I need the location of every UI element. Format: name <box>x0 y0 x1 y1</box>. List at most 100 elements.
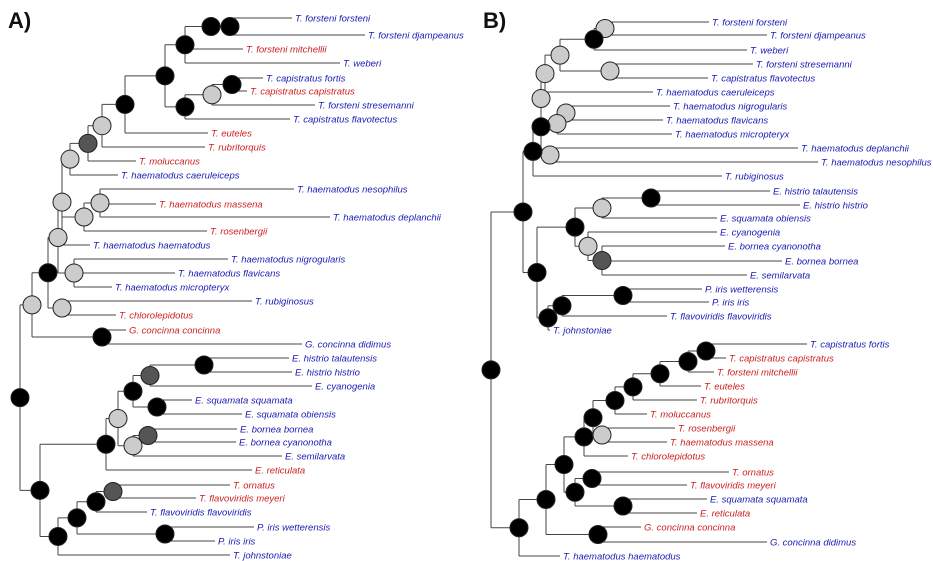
support-node <box>86 492 106 512</box>
support-node <box>613 496 633 516</box>
support-node <box>147 397 167 417</box>
tip-label: E. semilarvata <box>750 271 810 282</box>
support-node <box>650 364 670 384</box>
support-node <box>60 149 80 169</box>
support-node <box>175 35 195 55</box>
support-node <box>22 295 42 315</box>
tip-label: T. capistratus flavotectus <box>711 74 815 85</box>
support-node <box>78 133 98 153</box>
support-node <box>550 45 570 65</box>
support-node <box>96 434 116 454</box>
tip-label: E. bornea bornea <box>785 257 858 268</box>
support-node <box>540 145 560 165</box>
support-node <box>10 388 30 408</box>
tip-label: T. haematodus nesophilus <box>297 185 408 196</box>
support-node <box>588 525 608 544</box>
tip-label: E. histrio histrio <box>803 201 868 212</box>
support-node <box>194 355 214 375</box>
support-node <box>641 188 661 208</box>
tip-label: E. semilarvata <box>285 452 345 463</box>
support-node <box>38 263 58 283</box>
support-node <box>222 75 242 94</box>
tip-label: T. haematodus massena <box>159 200 263 211</box>
support-node <box>30 480 50 500</box>
tip-label: T. rubritorquis <box>208 143 266 154</box>
tip-label: T. capistratus capistratus <box>250 87 355 98</box>
tip-label: T. euteles <box>704 382 745 393</box>
support-node <box>536 490 556 510</box>
support-node <box>155 66 175 86</box>
support-node <box>115 94 135 114</box>
support-node <box>220 17 240 36</box>
tip-label: T. haematodus deplanchii <box>801 144 910 155</box>
tip-label: T. rosenbergii <box>678 424 736 435</box>
tip-label: T. rubritorquis <box>700 396 758 407</box>
tip-label: T. haematodus flavicans <box>666 116 768 127</box>
tip-label: T. rubiginosus <box>725 172 784 183</box>
support-node <box>481 360 501 380</box>
tip-labels: T. forsteni forsteni T. forsteni djampean… <box>93 14 464 561</box>
tip-label: T. haematodus deplanchii <box>333 213 442 224</box>
tip-label: T. flavoviridis flavoviridis <box>670 312 772 323</box>
tip-label: E. histrio talautensis <box>292 354 377 365</box>
tip-label: G. concinna didimus <box>305 340 391 351</box>
tip-label: T. moluccanus <box>139 157 200 168</box>
tip-label: G. concinna concinna <box>129 326 220 337</box>
tip-label: E. bornea cyanonotha <box>728 242 821 253</box>
tip-label: T. weberi <box>343 59 382 70</box>
tip-label: E. bornea bornea <box>240 425 313 436</box>
tip-label: E. reticulata <box>255 466 305 477</box>
tip-label: T. forsteni forsteni <box>295 14 371 25</box>
support-node <box>202 85 222 105</box>
support-node <box>92 327 112 347</box>
support-node <box>74 207 94 227</box>
tip-label: T. forsteni forsteni <box>712 18 788 29</box>
tip-label: T. haematodus micropteryx <box>675 130 790 141</box>
panel-b-label: B) <box>483 8 506 33</box>
tip-label: T. haematodus haematodus <box>93 241 211 252</box>
support-node <box>584 29 604 49</box>
tip-label: T. ornatus <box>732 468 774 479</box>
tip-label: T. haematodus caeruleiceps <box>656 88 775 99</box>
tip-label: P. iris wetterensis <box>257 523 330 534</box>
tip-label: T. johnstoniae <box>233 551 292 561</box>
support-node <box>565 217 585 237</box>
tree-a: T. forsteni forsteni T. forsteni djampean… <box>10 14 464 561</box>
support-node <box>531 117 551 137</box>
support-node <box>531 89 551 109</box>
tip-label: E. cyanogenia <box>315 382 375 393</box>
tip-label: T. capistratus capistratus <box>729 354 834 365</box>
tip-label: E. squamata squamata <box>195 396 293 407</box>
tip-label: T. chlorolepidotus <box>119 311 193 322</box>
tip-label: T. haematodus massena <box>670 438 774 449</box>
support-node <box>574 427 594 447</box>
support-node <box>613 286 633 305</box>
support-node <box>92 116 112 136</box>
tip-label: T. rubiginosus <box>255 297 314 308</box>
support-node <box>52 192 72 212</box>
support-node <box>138 426 158 445</box>
tip-label: T. forsteni mitchellii <box>717 368 798 379</box>
support-node <box>554 455 574 475</box>
tip-label: P. iris wetterensis <box>705 285 778 296</box>
tip-label: T. capistratus fortis <box>810 340 890 351</box>
support-node <box>600 61 620 81</box>
tip-label: T. moluccanus <box>650 410 711 421</box>
support-node <box>592 425 612 445</box>
tree-b: T. forsteni forsteni T. forsteni djampean… <box>481 18 932 561</box>
tip-label: T. weberi <box>750 46 789 57</box>
support-node <box>103 482 123 501</box>
tip-label: T. chlorolepidotus <box>631 452 705 463</box>
tip-label: T. flavoviridis meyeri <box>199 494 286 505</box>
support-node <box>535 64 555 84</box>
support-node <box>696 341 716 361</box>
tip-label: T. euteles <box>211 129 252 140</box>
support-node <box>123 381 143 401</box>
tip-label: E. reticulata <box>700 509 750 520</box>
support-node <box>513 202 533 222</box>
tip-label: T. haematodus nesophilus <box>821 158 932 169</box>
support-node <box>509 518 529 538</box>
tip-label: T. haematodus haematodus <box>563 552 681 561</box>
tip-label: T. forsteni mitchellii <box>246 45 327 56</box>
